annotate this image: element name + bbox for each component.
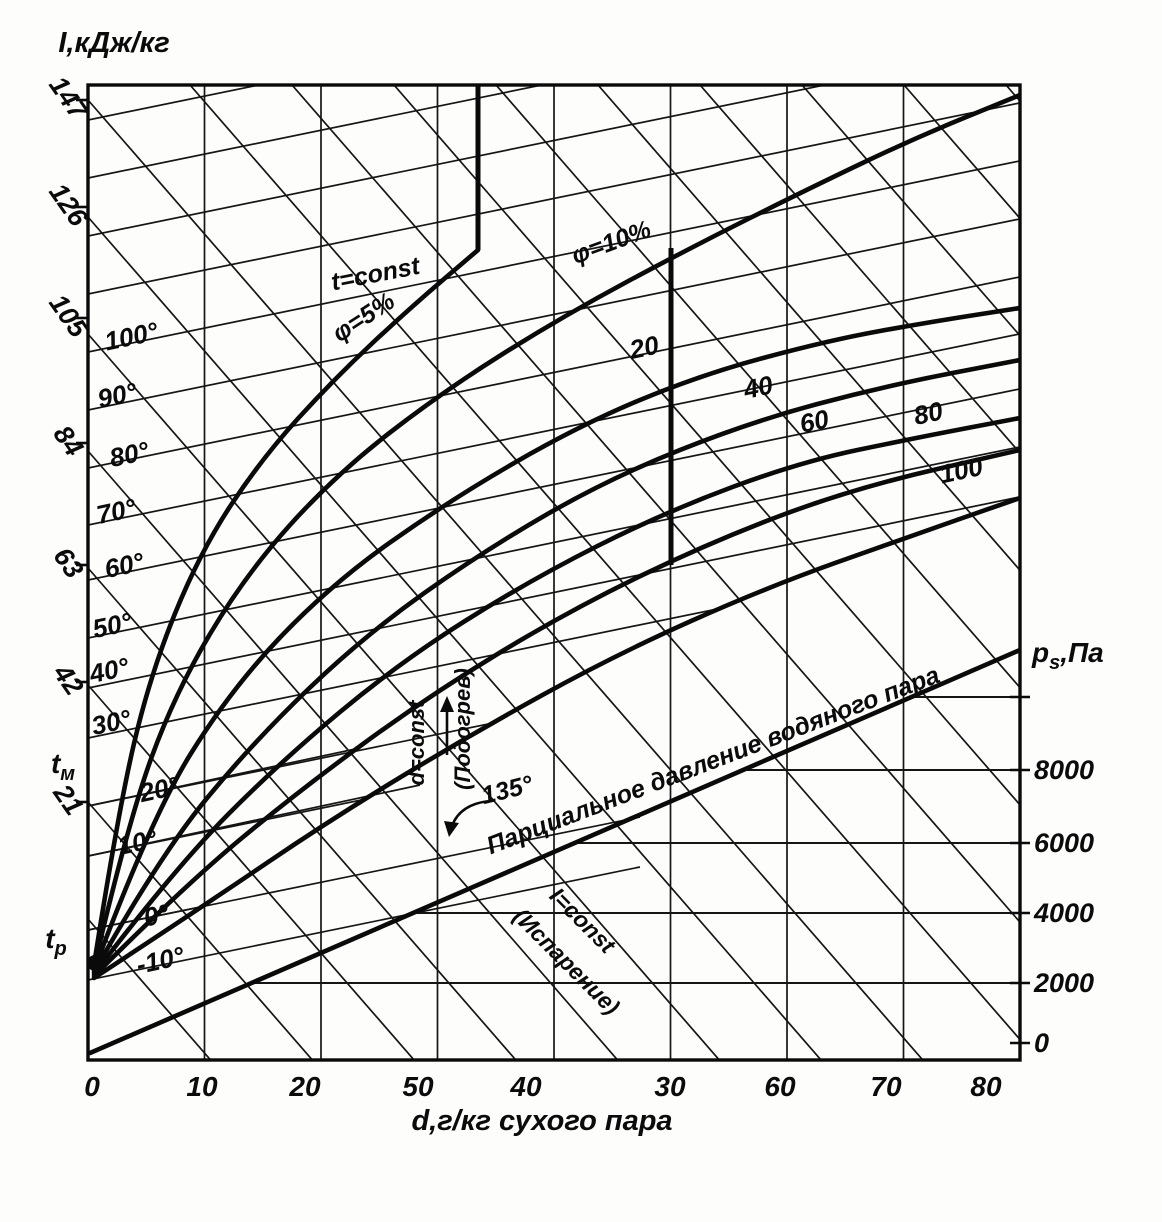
isotherm-label: 50°	[90, 606, 135, 644]
isotherm-line-below-saturation	[88, 866, 641, 981]
curve-layer	[88, 85, 1020, 1056]
isotherm-line	[88, 85, 1020, 121]
x-tick-label: 50	[402, 1071, 434, 1102]
isenthalp-line	[699, 85, 1020, 455]
dew-point-base: t	[45, 923, 56, 954]
curve-fan-origin	[88, 955, 103, 971]
x-tick-label: 70	[870, 1071, 902, 1102]
annotation-label: t=const	[329, 252, 424, 297]
isenthalp-line	[88, 567, 517, 1060]
dew-point-temp-label: tр	[45, 923, 67, 960]
phi-curve	[91, 415, 1020, 977]
pressure-tick-label: 2000	[1033, 968, 1094, 998]
isotherm-line	[88, 160, 1020, 353]
isotherm-line	[88, 333, 1020, 526]
tick-layer	[76, 98, 1030, 1045]
phi-curve-label: 20	[626, 329, 662, 365]
isotherm-line	[88, 276, 1020, 469]
y-axis-title: I,кДж/кг	[58, 27, 169, 59]
phi-curve	[91, 495, 1020, 981]
isotherm-label: 100°	[102, 316, 161, 357]
right-axis-title-sub: s	[1049, 652, 1060, 674]
isenthalp-line	[393, 85, 1020, 807]
phi-curve	[91, 247, 481, 968]
isenthalp-line	[88, 216, 823, 1060]
right-axis-title: ps,Па	[1031, 637, 1104, 674]
isenthalp-line	[88, 801, 314, 1060]
isenthalp-line	[88, 450, 619, 1060]
enthalpy-tick-label: 84	[47, 420, 89, 462]
phi-curve-label: φ=10%	[568, 215, 655, 269]
isotherm-label: 90°	[95, 376, 140, 414]
isenthalp-line	[88, 684, 416, 1060]
isotherm-line	[88, 85, 1020, 237]
isotherm-label: 60°	[102, 546, 147, 584]
phi-curve-label: 40	[740, 369, 776, 405]
phi-curve-label: 100	[937, 451, 986, 489]
isotherm-line	[88, 85, 1020, 179]
phi-curve	[91, 357, 1020, 975]
pressure-tick-label: 6000	[1034, 828, 1094, 858]
isotherm-label: 70°	[94, 492, 139, 530]
heating-callout-arrow-head	[444, 821, 459, 837]
x-tick-label: 10	[186, 1071, 218, 1102]
d-const-arrow-head	[440, 696, 454, 712]
isotherm-line	[88, 218, 1020, 411]
annotation-label: (Подогрев)	[450, 668, 475, 790]
dew-point-sub: р	[54, 938, 67, 960]
pressure-tick-label: 4000	[1033, 898, 1094, 928]
partial-pressure-line	[88, 647, 1020, 1056]
isenthalp-line	[88, 333, 721, 1060]
phi-curve-label: 80	[911, 395, 946, 430]
phi-curve-label: 60	[797, 403, 832, 438]
isotherm-line	[88, 446, 1020, 639]
wet-bulb-base: t	[51, 748, 62, 779]
isenthalp-line	[597, 85, 1020, 572]
phi-curve	[91, 305, 1020, 973]
label-layer: 0 10 20 50 40 30 60 70 8014712610584634221800060…	[43, 71, 1094, 1102]
plot-border	[86, 83, 1022, 1062]
x-tick-label: 60	[764, 1071, 796, 1102]
phi-curve	[91, 447, 1020, 979]
isotherm-label: 30°	[89, 703, 134, 741]
isotherm-label: 40°	[86, 651, 132, 689]
isenthalp-line	[801, 85, 1020, 337]
wet-bulb-temp-label: tм	[51, 748, 75, 785]
isotherm-line	[88, 102, 1020, 295]
wet-bulb-sub: м	[60, 763, 75, 785]
enthalpy-tick-label: 63	[47, 542, 89, 584]
pressure-tick-label: 0	[1034, 1028, 1049, 1058]
pressure-tick-label: 8000	[1034, 755, 1094, 785]
annotation-label: 135°	[479, 770, 537, 810]
enthalpy-tick-label: 42	[47, 658, 89, 701]
isotherm-label: 80°	[107, 435, 152, 473]
x-tick-label: 0	[84, 1071, 100, 1102]
x-tick-label: 40	[509, 1071, 542, 1102]
isotherm-line	[88, 388, 1020, 581]
isenthalp-line	[88, 99, 924, 1060]
isotherm-label: 10°	[115, 823, 160, 861]
right-axis-title-rest: ,Па	[1059, 637, 1104, 668]
phi-curve	[91, 92, 1020, 970]
x-tick-label: 20	[288, 1071, 321, 1102]
isenthalp-line	[189, 85, 1020, 1041]
x-tick-label: 80	[970, 1071, 1002, 1102]
x-tick-label: 30	[654, 1071, 686, 1102]
isotherm-line	[88, 496, 1020, 689]
x-axis-title: d,г/кг сухого пара	[411, 1105, 672, 1137]
right-axis-title-base: p	[1031, 637, 1049, 668]
annotation-label: d=const	[404, 699, 429, 786]
